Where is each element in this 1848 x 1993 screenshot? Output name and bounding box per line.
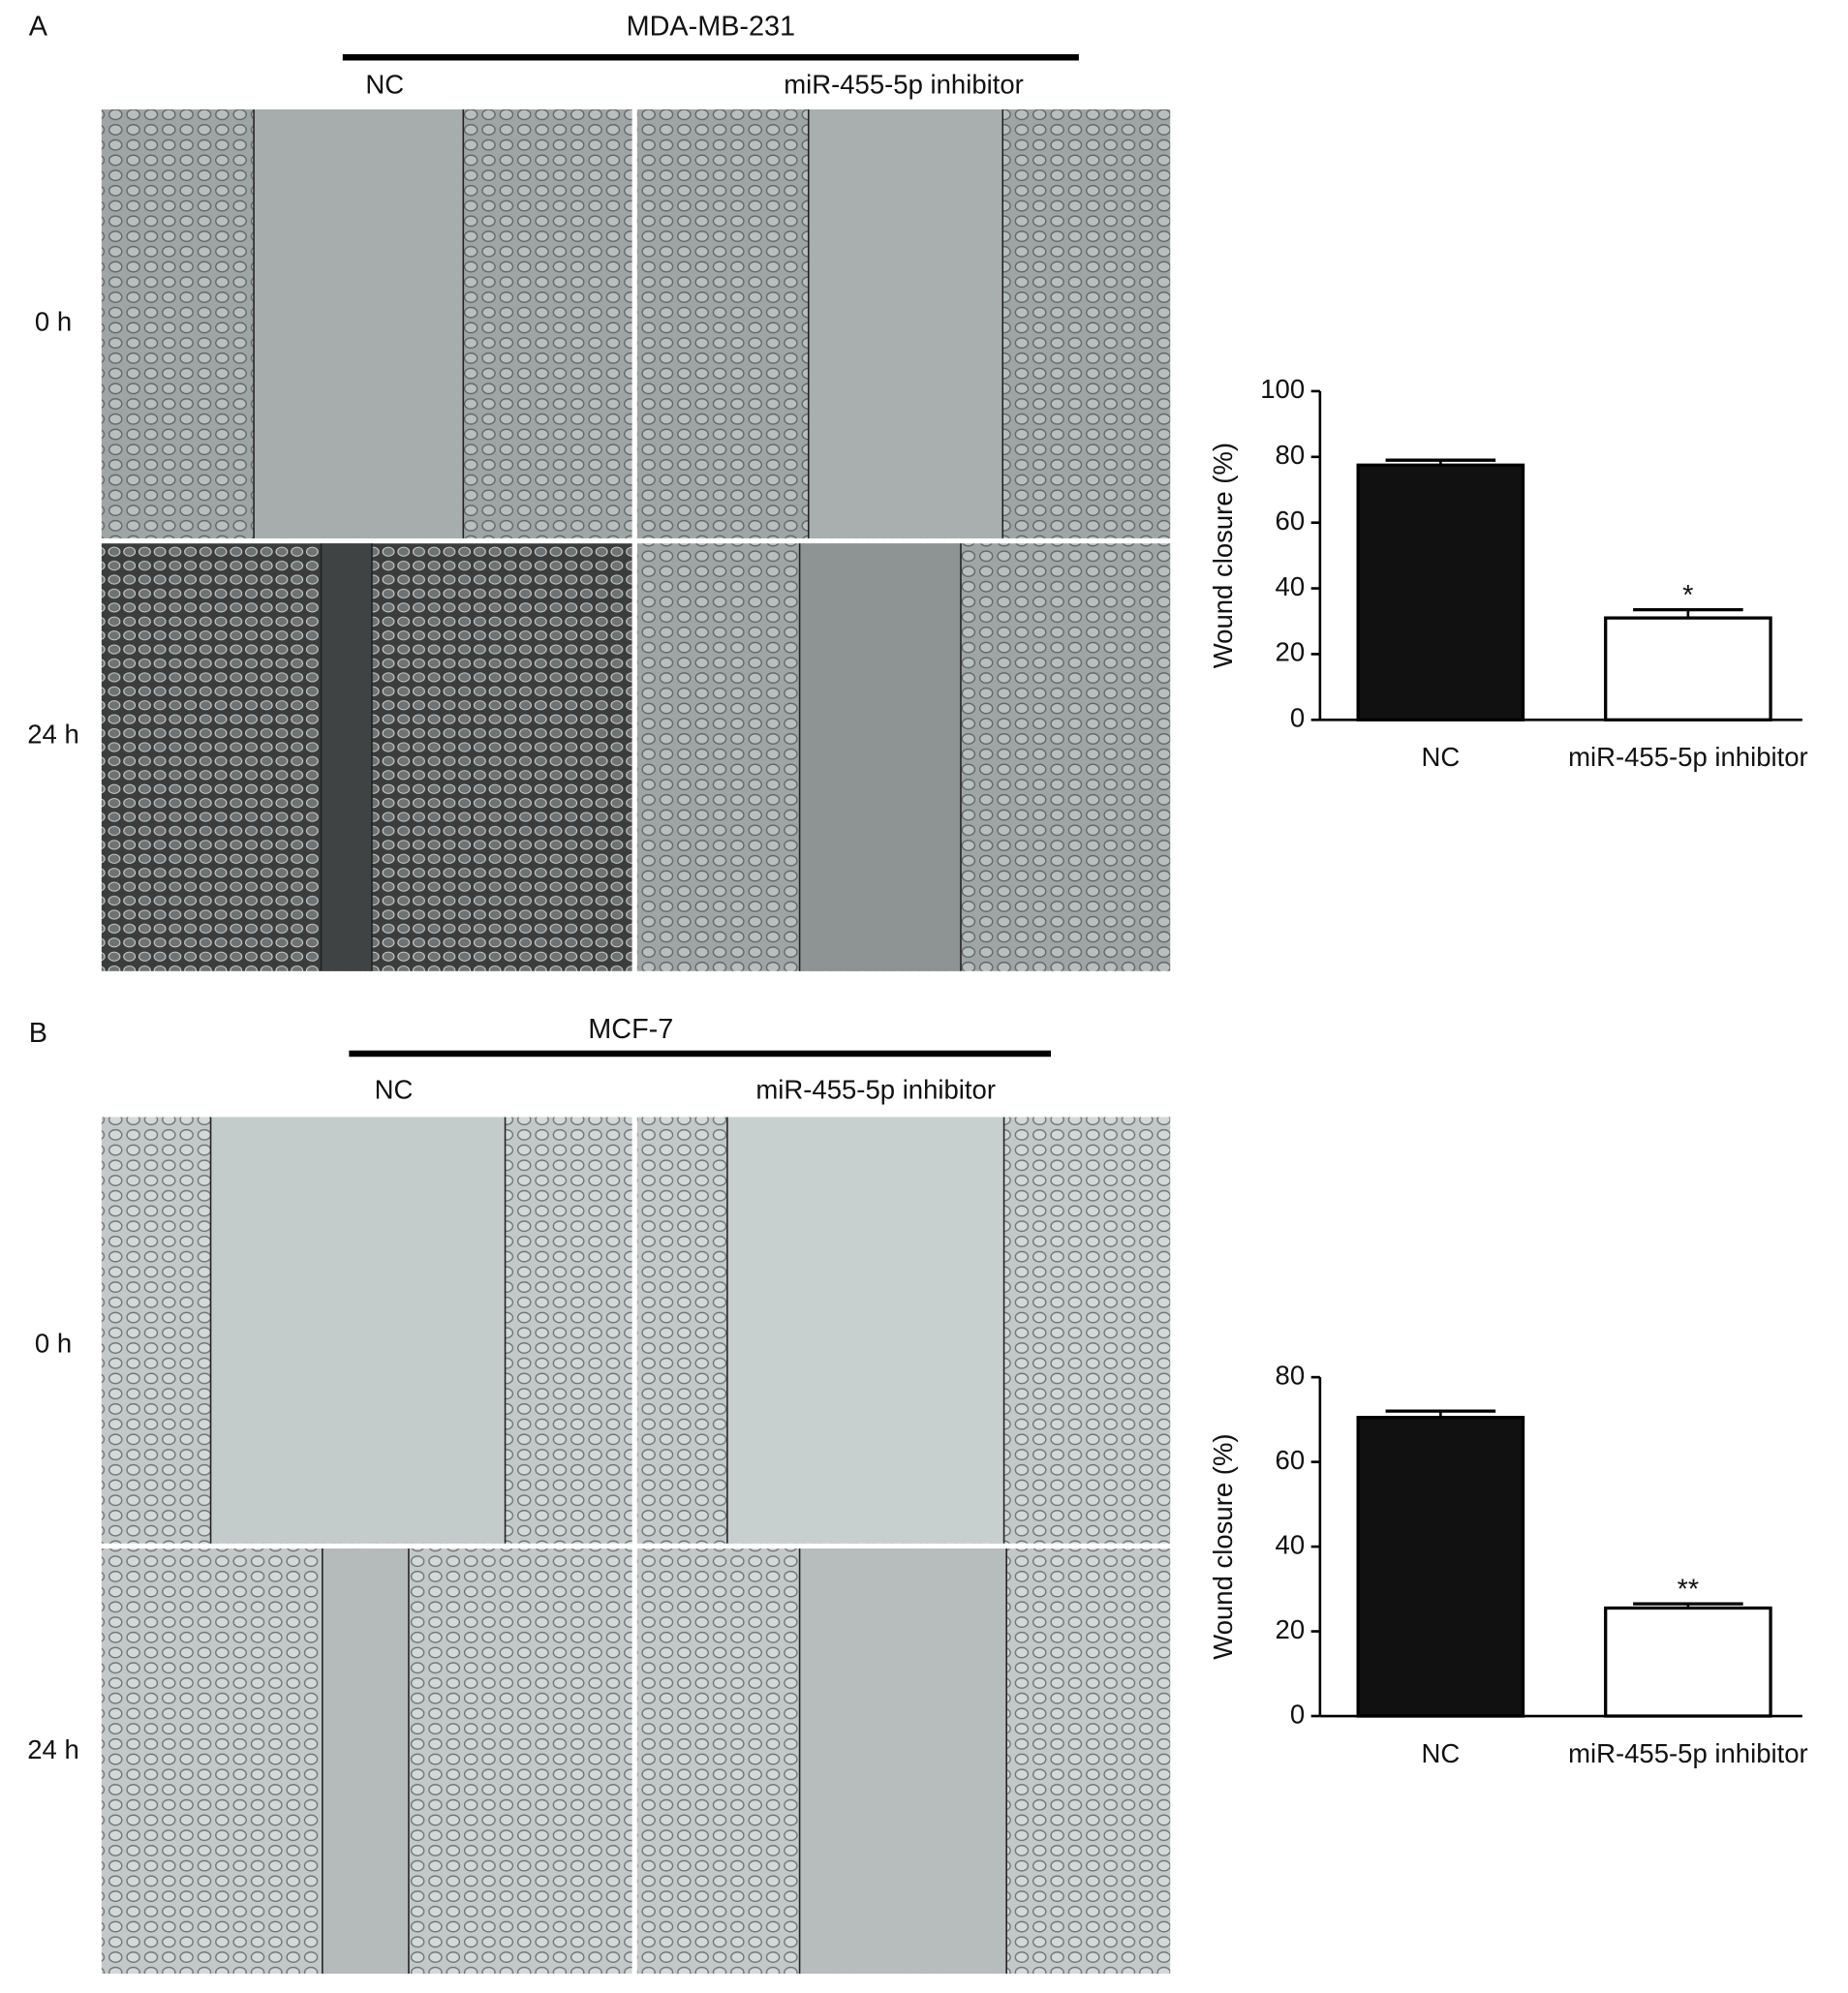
y-tick-label: 80 [1276,1360,1306,1390]
significance: ** [1678,1575,1699,1606]
x-tick-label: miR-455-5p inhibitor [1568,742,1808,772]
y-tick-label: 60 [1276,506,1306,536]
y-tick-label: 40 [1276,571,1306,601]
cell-line: MCF-7 [588,1014,673,1045]
x-tick-label: miR-455-5p inhibitor [1568,1738,1808,1768]
bar [1604,1606,1772,1718]
time-label: 0 h [35,1329,72,1359]
x-tick-label: NC [1421,1738,1460,1768]
cell-line: MDA-MB-231 [627,12,796,43]
wound-gap [322,1548,409,1975]
time-label: 0 h [35,307,72,337]
condition-label: miR-455-5p inhibitor [755,1075,996,1105]
y-axis-label: Wound closure (%) [1208,443,1238,668]
wound-gap [799,1548,1007,1975]
wound-gap [799,543,962,971]
panel-label: B [29,1018,47,1049]
bar [1604,616,1772,721]
y-tick-label: 40 [1276,1529,1306,1559]
x-tick-label: NC [1421,742,1460,772]
y-tick-label: 100 [1260,374,1305,404]
y-tick-label: 20 [1276,637,1306,667]
significance: * [1682,580,1693,611]
y-axis-label: Wound closure (%) [1208,1433,1238,1659]
wound-gap [321,543,372,971]
y-tick-label: 80 [1276,440,1306,470]
y-tick-label: 0 [1290,1699,1305,1729]
wound-gap [808,109,1003,538]
y-tick-label: 0 [1290,703,1305,733]
wound-gap [254,109,464,538]
panel-label: A [29,12,48,43]
condition-label: NC [375,1075,414,1105]
wound-gap [210,1117,506,1544]
bar [1356,463,1525,721]
condition-label: NC [365,70,404,100]
y-tick-label: 20 [1276,1614,1306,1644]
time-label: 24 h [27,720,79,750]
wound-gap [726,1117,1004,1544]
y-tick-label: 60 [1276,1445,1306,1475]
bar [1356,1416,1525,1718]
time-label: 24 h [27,1734,79,1764]
condition-label: miR-455-5p inhibitor [784,70,1024,100]
